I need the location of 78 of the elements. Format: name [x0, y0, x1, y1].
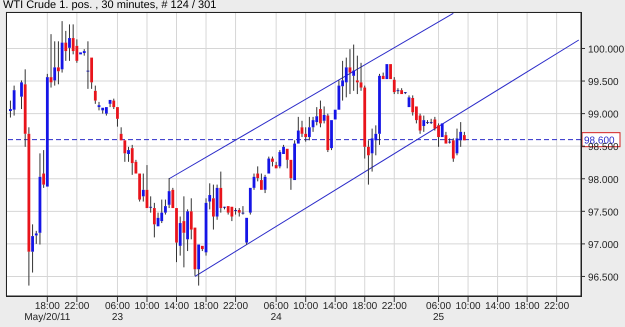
x-tick-label: 18:00: [514, 301, 540, 312]
candlestick: [356, 55, 359, 95]
candlestick: [108, 100, 112, 108]
candlestick: [116, 107, 119, 128]
candlestick: [68, 24, 71, 62]
candlestick: [271, 156, 274, 167]
x-tick-label: 22:00: [382, 301, 408, 312]
x-tick-label: 22:00: [223, 301, 249, 312]
candlestick: [197, 244, 200, 286]
candlestick: [352, 44, 356, 92]
x-tick-label: 10:00: [134, 301, 160, 312]
candlestick: [411, 94, 414, 116]
y-tick-label: 98.000: [588, 174, 620, 186]
candlestick: [308, 116, 311, 141]
candlestick: [367, 140, 370, 186]
x-tick-label: 06:00 23: [104, 301, 130, 323]
candlestick: [252, 173, 256, 190]
x-tick-label: 18:00: [352, 301, 378, 312]
candlestick: [278, 150, 282, 169]
candlestick: [363, 85, 366, 160]
y-tick-label: 96.500: [588, 272, 620, 284]
x-tick-label: 10:00: [456, 301, 482, 312]
candlestick: [175, 208, 178, 263]
candlestick: [322, 106, 326, 124]
candlestick: [75, 38, 78, 64]
candlestick: [408, 94, 410, 108]
candlestick: [245, 218, 248, 246]
x-tick-label: 22:00: [544, 301, 570, 312]
candlestick: [31, 224, 34, 274]
x-tick-label: 06:00 24: [264, 301, 290, 323]
candlestick: [138, 174, 141, 202]
candlestick: [378, 73, 381, 146]
candlestick: [127, 146, 130, 162]
candlestick: [204, 198, 208, 256]
y-tick-label: 99.000: [588, 110, 620, 121]
candlestick: [104, 107, 108, 116]
y-tick-label: 97.500: [588, 207, 620, 218]
candlestick: [60, 20, 64, 74]
chart-title: WTI Crude 1. pos. , 30 minutes, # 124 / 301: [3, 0, 216, 11]
candlestick: [437, 122, 440, 148]
candlestick: [42, 150, 46, 188]
candlestick: [212, 184, 215, 230]
y-tick-label: 100.000: [588, 44, 625, 56]
y-tick-label: 99.500: [588, 77, 620, 88]
candlestick: [370, 128, 374, 172]
x-tick-label: 10:00: [293, 301, 319, 312]
candlestick: [290, 160, 292, 190]
candlestick: [12, 85, 16, 116]
x-tick-label: 06:00 25: [426, 301, 452, 323]
candlestick: [456, 128, 458, 156]
candlestick: [27, 126, 30, 286]
y-tick-label: 97.000: [588, 240, 620, 251]
candlestick: [182, 196, 186, 268]
x-tick-label: 14:00: [164, 301, 190, 312]
candlestick: [319, 100, 322, 128]
candlestick: [57, 40, 60, 85]
x-tick-label: 14:00: [485, 301, 511, 312]
candlestick: [264, 174, 266, 194]
x-tick-label: 14:00: [322, 301, 348, 312]
candlestick: [50, 34, 52, 88]
candlestick: [98, 101, 100, 111]
candlestick: [82, 48, 86, 56]
candlestick: [178, 216, 182, 256]
candlestick: [422, 115, 426, 132]
candlestick: [392, 76, 396, 95]
candlestick: [337, 80, 340, 110]
candlestick: [360, 62, 362, 92]
x-tick-label: 22:00: [64, 301, 90, 312]
candlestick: [168, 178, 171, 209]
x-tick-label: 18:00: [194, 301, 219, 312]
candlestick: [152, 202, 156, 238]
candlestick: [230, 206, 234, 222]
candlestick: [334, 110, 337, 120]
candlestick: [216, 184, 219, 220]
candlestick: [348, 48, 352, 95]
candlestick: [38, 152, 42, 246]
candlestick: [315, 106, 318, 126]
candlestick: [300, 120, 304, 138]
